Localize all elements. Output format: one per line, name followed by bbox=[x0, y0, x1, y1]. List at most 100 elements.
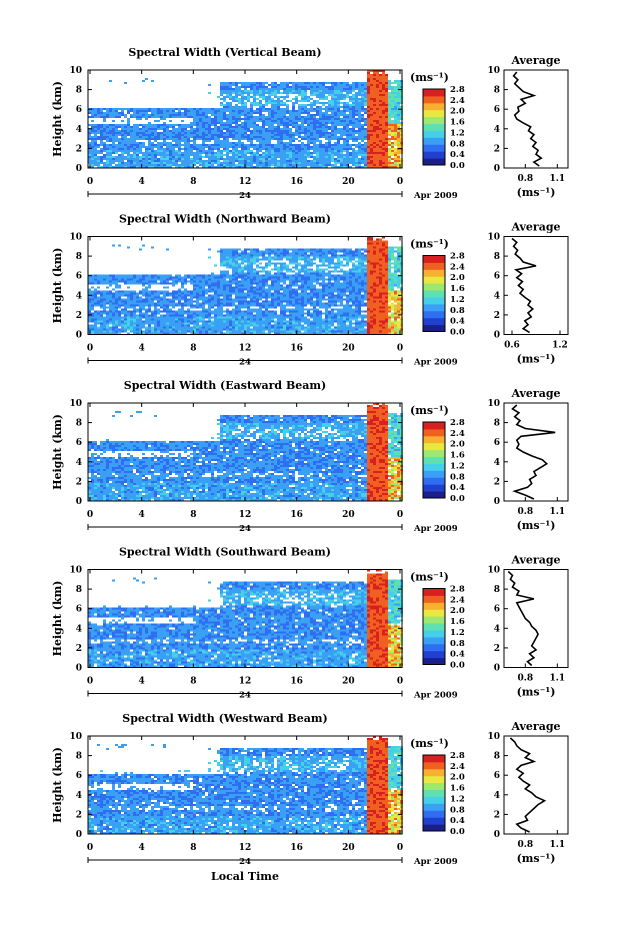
heatmap-cell bbox=[241, 110, 244, 112]
heatmap-cell bbox=[304, 164, 307, 166]
heatmap-cell bbox=[283, 138, 286, 140]
heatmap-cell bbox=[238, 164, 241, 166]
heatmap-cell bbox=[247, 164, 250, 166]
heatmap-cell bbox=[100, 152, 103, 154]
heatmap-cell bbox=[271, 148, 274, 150]
heatmap-cell bbox=[271, 154, 274, 156]
heatmap-cell bbox=[145, 108, 148, 110]
heatmap-cell bbox=[214, 154, 217, 156]
heatmap-cell bbox=[244, 134, 247, 136]
heatmap-cell bbox=[235, 106, 238, 108]
heatmap-cell bbox=[115, 108, 118, 110]
heatmap-cell bbox=[211, 112, 214, 114]
heatmap-cell bbox=[244, 116, 247, 118]
heatmap-cell bbox=[229, 92, 232, 94]
heatmap-cell bbox=[115, 110, 118, 112]
heatmap-cell bbox=[292, 116, 295, 118]
heatmap-cell bbox=[148, 108, 151, 110]
heatmap-cell bbox=[124, 140, 127, 142]
heatmap-cell bbox=[265, 156, 268, 158]
heatmap-cell bbox=[283, 82, 286, 84]
heatmap-cell bbox=[175, 134, 178, 136]
heatmap-cell bbox=[172, 160, 175, 162]
heatmap-cell bbox=[289, 162, 292, 164]
heatmap-cell bbox=[214, 160, 217, 162]
heatmap-cell bbox=[277, 120, 280, 122]
heatmap-cell bbox=[307, 142, 310, 144]
heatmap-cell bbox=[202, 150, 205, 152]
heatmap-cell bbox=[139, 150, 142, 152]
heatmap-cell bbox=[187, 134, 190, 136]
heatmap-cell bbox=[274, 108, 277, 110]
heatmap-cell bbox=[256, 134, 259, 136]
heatmap-cell bbox=[196, 126, 199, 128]
heatmap-cell bbox=[235, 98, 238, 100]
heatmap-cell bbox=[178, 144, 181, 146]
heatmap-cell bbox=[148, 160, 151, 162]
heatmap-cell bbox=[253, 128, 256, 130]
heatmap-cell bbox=[205, 140, 208, 142]
heatmap-cell bbox=[256, 158, 259, 160]
heatmap-cell bbox=[214, 144, 217, 146]
heatmap-cell bbox=[292, 156, 295, 158]
heatmap-cell bbox=[199, 148, 202, 150]
heatmap-cell bbox=[262, 164, 265, 166]
heatmap-cell bbox=[286, 104, 289, 106]
heatmap-cell bbox=[190, 162, 193, 164]
heatmap-cell bbox=[130, 128, 133, 130]
heatmap-cell bbox=[301, 92, 304, 94]
heatmap-cell bbox=[304, 154, 307, 156]
heatmap-cell bbox=[301, 154, 304, 156]
heatmap-cell bbox=[259, 148, 262, 150]
heatmap-cell bbox=[307, 104, 310, 106]
heatmap-cell bbox=[256, 162, 259, 164]
heatmap-cell bbox=[124, 138, 127, 140]
heatmap-cell bbox=[163, 134, 166, 136]
heatmap-cell bbox=[157, 144, 160, 146]
heatmap-cell bbox=[202, 160, 205, 162]
heatmap-cell bbox=[289, 116, 292, 118]
heatmap-cell bbox=[193, 128, 196, 130]
heatmap-cell bbox=[130, 110, 133, 112]
heatmap-cell bbox=[133, 110, 136, 112]
heatmap-cell bbox=[115, 116, 118, 118]
heatmap-cell bbox=[277, 162, 280, 164]
heatmap-cell bbox=[229, 94, 232, 96]
heatmap-cell bbox=[301, 144, 304, 146]
heatmap-cell bbox=[298, 116, 301, 118]
heatmap-cell bbox=[259, 112, 262, 114]
heatmap-cell bbox=[259, 128, 262, 130]
heatmap-cell bbox=[103, 162, 106, 164]
heatmap-cell bbox=[262, 82, 265, 84]
heatmap-cell bbox=[271, 144, 274, 146]
heatmap-cell bbox=[175, 158, 178, 160]
heatmap-cell bbox=[172, 116, 175, 118]
heatmap-cell bbox=[103, 126, 106, 128]
heatmap-cell bbox=[187, 144, 190, 146]
heatmap-cell bbox=[259, 104, 262, 106]
heatmap-cell bbox=[298, 104, 301, 106]
heatmap-cell bbox=[247, 146, 250, 148]
heatmap-cell bbox=[229, 110, 232, 112]
heatmap-cell bbox=[286, 146, 289, 148]
heatmap-cell bbox=[100, 134, 103, 136]
heatmap-cell bbox=[295, 98, 298, 100]
heatmap-cell bbox=[277, 132, 280, 134]
heatmap-cell bbox=[190, 112, 193, 114]
heatmap-cell bbox=[148, 136, 151, 138]
heatmap-cell bbox=[274, 118, 277, 120]
heatmap-cell bbox=[286, 144, 289, 146]
heatmap-cell bbox=[268, 90, 271, 92]
heatmap-cell bbox=[91, 146, 94, 148]
heatmap-cell bbox=[154, 110, 157, 112]
heatmap-cell bbox=[118, 154, 121, 156]
heatmap-cell bbox=[178, 112, 181, 114]
heatmap-cell bbox=[136, 148, 139, 150]
heatmap-cell bbox=[142, 156, 145, 158]
heatmap-cell bbox=[181, 116, 184, 118]
heatmap-cell bbox=[259, 92, 262, 94]
heatmap-cell bbox=[277, 160, 280, 162]
heatmap-cell bbox=[277, 110, 280, 112]
heatmap-cell bbox=[289, 118, 292, 120]
heatmap-cell bbox=[181, 152, 184, 154]
